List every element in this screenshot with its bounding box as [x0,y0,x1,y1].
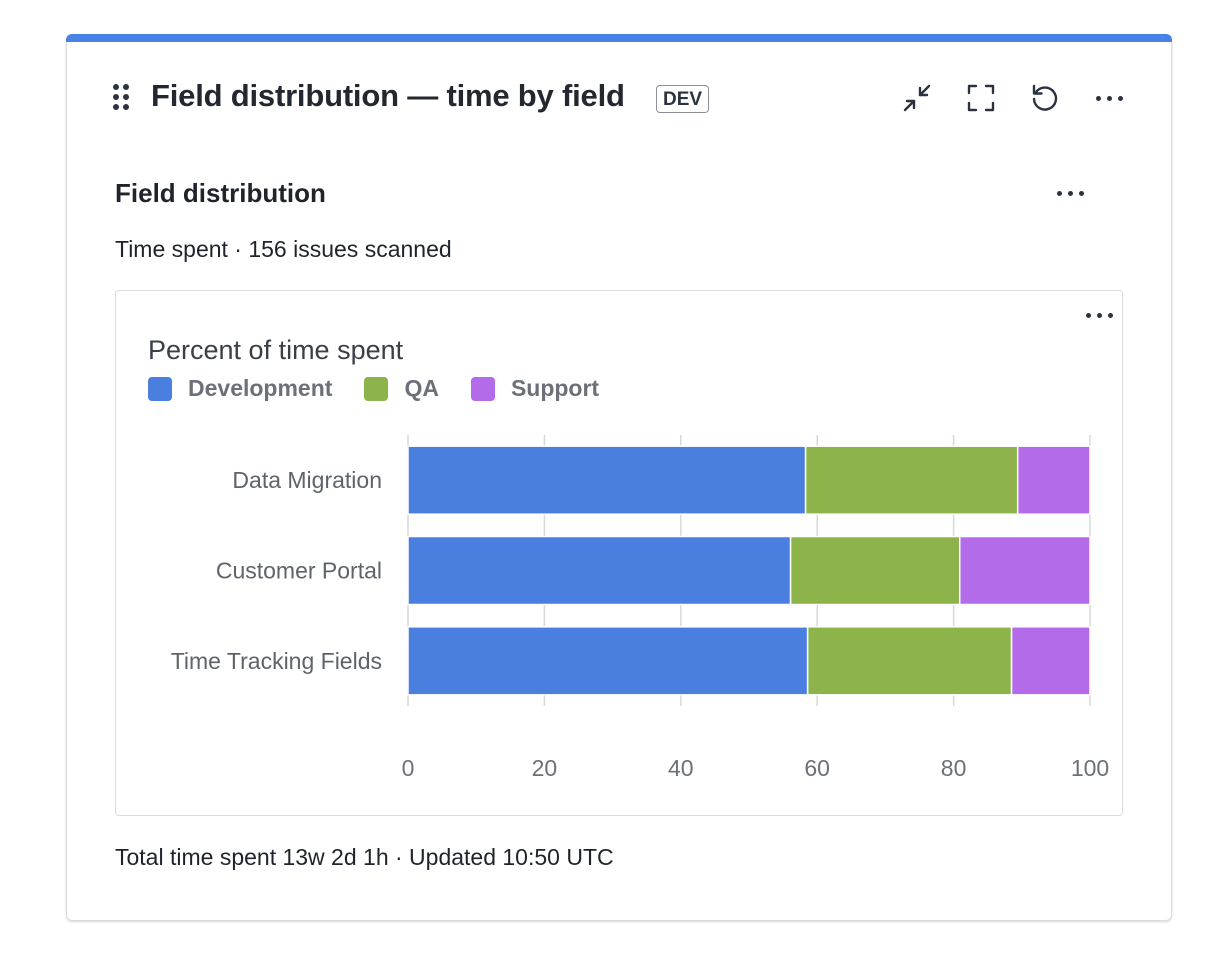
more-horizontal-icon [1095,95,1123,101]
y-category-label: Customer Portal [216,558,382,584]
gadget-title: Field distribution — time by field [151,78,625,113]
fullscreen-icon [967,84,995,112]
legend-item[interactable]: Development [148,375,332,402]
x-tick-label: 80 [941,755,967,781]
chart-title: Percent of time spent [148,335,404,365]
x-tick-label: 20 [532,755,558,781]
x-tick-label: 0 [402,755,415,781]
y-category-label: Time Tracking Fields [171,648,382,674]
env-badge: DEV [656,85,710,113]
legend-swatch [148,376,172,401]
legend-label: Support [510,375,600,401]
drag-handle-icon[interactable] [113,84,133,114]
bar-segment [789,535,961,606]
bar-segment [958,535,1091,606]
section-subtitle: Time spent · 156 issues scanned [115,236,452,262]
refresh-icon [1032,84,1058,111]
section-more-button[interactable] [1052,178,1088,208]
gadget-accent-bar [66,34,1172,42]
x-tick-label: 60 [804,755,830,781]
legend-label: QA [404,375,439,401]
more-horizontal-icon [1085,312,1113,318]
collapse-arrows-icon [903,84,931,112]
chart-more-button[interactable] [1082,303,1116,327]
gadget-card: Field distribution — time by field DEV F… [66,34,1172,921]
stacked-bar-chart: 0 20 40 60 80 100 Data Migration Customer Porta… [171,435,1109,781]
bar-segment [1016,445,1091,515]
legend-item[interactable]: QA [364,375,439,402]
bar-segment [407,445,807,515]
chart-container: Percent of time spent Development QA Suppo… [115,290,1123,816]
bar-segment [1010,626,1091,696]
fullscreen-button[interactable] [963,80,999,116]
bar-segment [407,535,792,606]
gadget-more-button[interactable] [1091,80,1127,116]
x-tick-label: 100 [1071,755,1109,781]
bar-segment [806,626,1013,696]
legend-swatch [470,376,495,401]
bar-segment [407,626,809,696]
section-title: Field distribution [115,178,326,208]
footer-status: Total time spent 13w 2d 1h · Updated 10:… [115,844,614,870]
more-horizontal-icon [1056,190,1084,196]
chart-legend: Development QA Support [148,375,631,402]
bar-segment [804,445,1019,515]
legend-item[interactable]: Support [470,375,600,402]
x-tick-label: 40 [668,755,694,781]
legend-label: Development [188,375,333,401]
refresh-button[interactable] [1027,80,1063,116]
legend-swatch [364,376,389,401]
y-category-label: Data Migration [232,467,382,493]
collapse-button[interactable] [899,80,935,116]
